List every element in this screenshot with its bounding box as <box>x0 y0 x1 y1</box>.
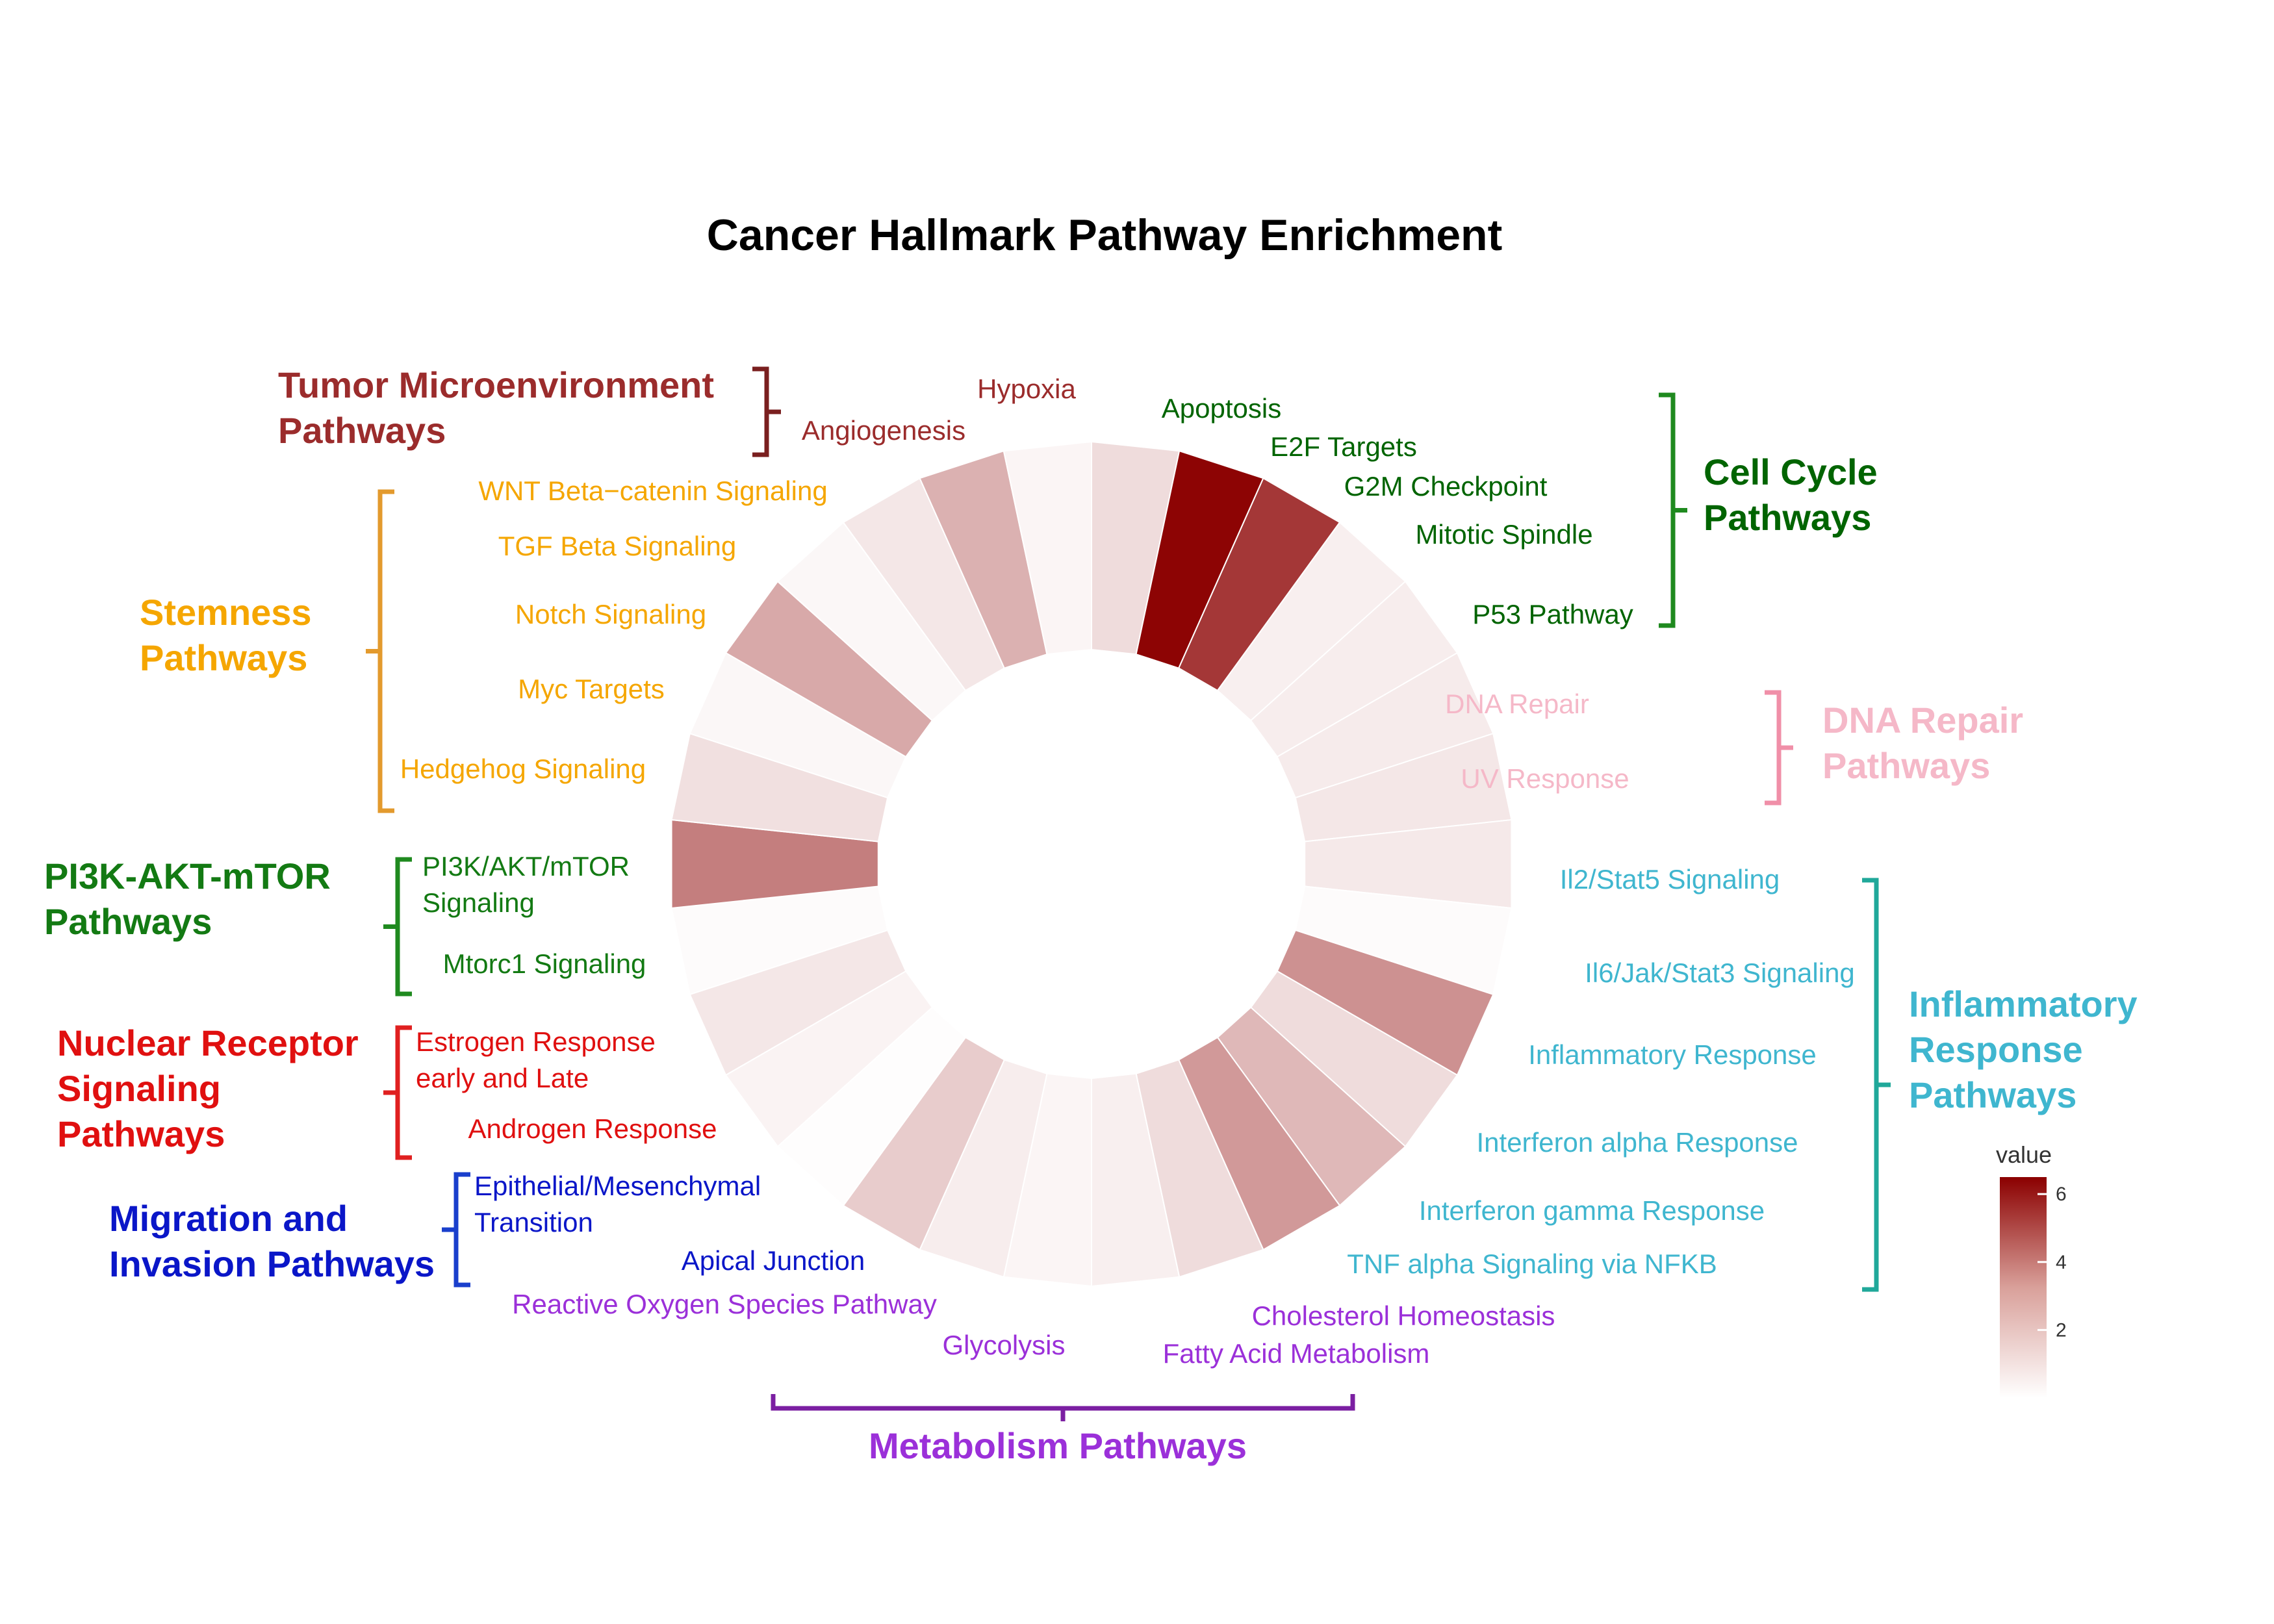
legend-tick-6: 6 <box>2056 1184 2067 1205</box>
group-label-migration: Migration and Invasion Pathways <box>109 1198 435 1284</box>
group-label-tme: Tumor Microenvironment Pathways <box>278 364 714 451</box>
group-label-inflammatory: Inflammatory Response Pathways <box>1909 983 2138 1115</box>
bracket-pi3k <box>383 857 412 996</box>
legend: value 2 4 6 <box>1996 1141 2067 1398</box>
group-label-nuclear: Nuclear Receptor Signaling Pathways <box>57 1022 359 1154</box>
segment-label-androgen-response: Androgen Response <box>468 1113 717 1144</box>
bracket-metabolism <box>771 1394 1355 1421</box>
bracket-dnarepair <box>1765 690 1793 806</box>
segment-label-apical-junction: Apical Junction <box>682 1245 865 1276</box>
legend-title: value <box>1996 1141 2052 1168</box>
segment-label-mtorc1-signaling: Mtorc1 Signaling <box>443 948 646 979</box>
segments-layer <box>671 440 1513 1288</box>
group-label-metabolism: Metabolism Pathways <box>869 1425 1247 1466</box>
bracket-nuclear <box>383 1025 412 1160</box>
segment-label-g2m-checkpoint: G2M Checkpoint <box>1344 471 1548 501</box>
bracket-inflammatory <box>1862 878 1891 1292</box>
segment-label-inflammatory-response: Inflammatory Response <box>1528 1039 1817 1070</box>
segment-label-e2f-targets: E2F Targets <box>1270 431 1417 462</box>
group-label-stemness: Stemness Pathways <box>140 592 312 678</box>
chart-title: Cancer Hallmark Pathway Enrichment <box>707 210 1502 260</box>
segment-labels: Hypoxia Apoptosis E2F Targets G2M Checkpoin… <box>400 374 1855 1369</box>
segment-label-dna-repair: DNA Repair <box>1445 689 1589 719</box>
legend-colorbar <box>2000 1177 2047 1398</box>
segment-label-wnt-beta-catenin-signaling: WNT Beta−catenin Signaling <box>478 476 827 506</box>
segment-label-epithelial-mesenchymal-transition: Epithelial/Mesenchymal Transition <box>474 1171 761 1237</box>
group-labels: Tumor Microenvironment Pathways Cell Cycle… <box>44 364 2138 1466</box>
bracket-tme <box>752 366 781 457</box>
bracket-migration <box>442 1172 470 1288</box>
segment-label-uv-response: UV Response <box>1461 763 1629 794</box>
group-label-dnarepair: DNA Repair Pathways <box>1822 700 2023 786</box>
segment-label-angiogenesis: Angiogenesis <box>802 415 965 446</box>
segment-label-glycolysis: Glycolysis <box>942 1330 1065 1360</box>
segment-label-cholesterol-homeostasis: Cholesterol Homeostasis <box>1252 1300 1555 1331</box>
segment-label-fatty-acid-metabolism: Fatty Acid Metabolism <box>1163 1338 1430 1369</box>
wedge-angiogenesis <box>1003 440 1092 655</box>
segment-label-il6-jak-stat3-signaling: Il6/Jak/Stat3 Signaling <box>1585 958 1855 988</box>
segment-label-tnf-alpha-signaling-via-nfkb: TNF alpha Signaling via NFKB <box>1347 1249 1717 1279</box>
segment-label-interferon-alpha-response: Interferon alpha Response <box>1477 1127 1798 1158</box>
segment-label-interferon-gamma-response: Interferon gamma Response <box>1419 1195 1765 1226</box>
group-label-pi3k: PI3K-AKT-mTOR Pathways <box>44 856 331 942</box>
bracket-cellcycle <box>1659 392 1687 628</box>
legend-tick-2: 2 <box>2056 1319 2067 1341</box>
segment-label-mitotic-spindle: Mitotic Spindle <box>1415 519 1592 550</box>
segment-label-p53-pathway: P53 Pathway <box>1472 599 1633 629</box>
segment-label-myc-targets: Myc Targets <box>518 674 665 704</box>
segment-label-pi3k-akt-mtor-signaling: PI3K/AKT/mTOR Signaling <box>422 851 630 918</box>
segment-label-tgf-beta-signaling: TGF Beta Signaling <box>498 531 737 561</box>
segment-label-apoptosis: Apoptosis <box>1162 393 1281 424</box>
segment-label-hedgehog-signaling: Hedgehog Signaling <box>400 754 646 784</box>
segment-label-notch-signaling: Notch Signaling <box>515 599 706 629</box>
segment-label-estrogen-response-early-and-late: Estrogen Response early and Late <box>416 1026 656 1093</box>
segment-label-hypoxia: Hypoxia <box>977 374 1076 404</box>
segment-label-il2-stat5-signaling: Il2/Stat5 Signaling <box>1560 864 1780 894</box>
legend-tick-4: 4 <box>2056 1252 2067 1273</box>
segment-label-reactive-oxygen-species-pathway: Reactive Oxygen Species Pathway <box>512 1289 937 1319</box>
group-label-cellcycle: Cell Cycle Pathways <box>1704 451 1878 538</box>
bracket-stemness <box>366 489 394 813</box>
